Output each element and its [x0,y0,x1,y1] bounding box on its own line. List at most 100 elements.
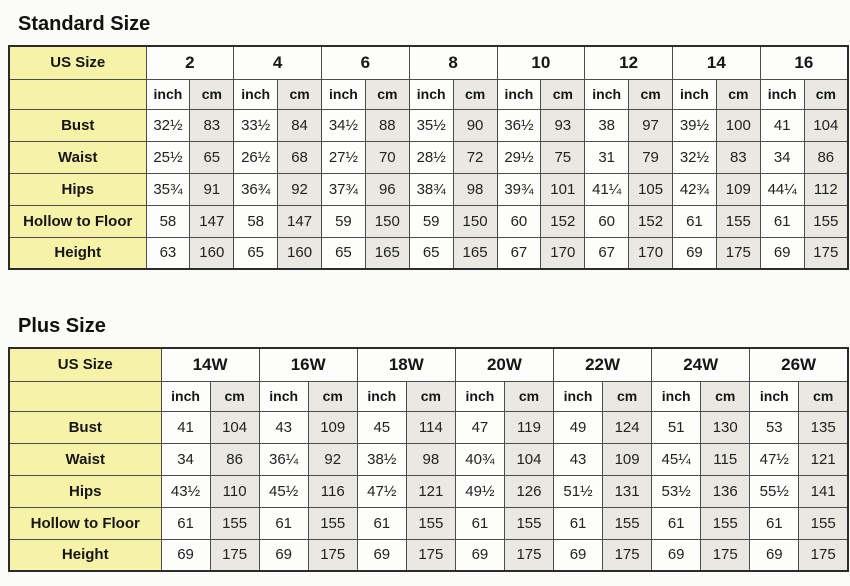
value-cell-inch: 51 [651,410,702,444]
value-cell-cm: 115 [700,442,751,476]
value-cell-cm: 152 [540,204,586,238]
value-cell-inch: 69 [759,236,805,270]
unit-header-inch: inch [584,78,630,110]
value-cell-inch: 36½ [496,108,542,142]
value-cell-inch: 53½ [651,474,702,508]
value-cell-inch: 43½ [160,474,211,508]
value-cell-inch: 38¾ [408,172,454,206]
value-cell-inch: 61 [749,506,800,540]
value-cell-cm: 97 [628,108,673,142]
value-cell-inch: 69 [651,538,702,572]
value-cell-inch: 29½ [496,140,542,174]
unit-header-cm: cm [364,78,410,110]
size-header-cell: 16 [759,45,849,80]
size-header-cell: 16W [258,347,358,382]
value-cell-cm: 68 [277,140,322,174]
value-cell-cm: 130 [700,410,751,444]
value-cell-inch: 34½ [321,108,366,142]
unit-header-cm: cm [405,380,456,412]
unit-header-cm: cm [307,380,358,412]
measurement-label: Hollow to Floor [8,204,147,238]
unit-header-inch: inch [160,380,211,412]
value-cell-inch: 61 [759,204,805,238]
measurement-label: Hollow to Floor [8,506,162,540]
size-header-cell: 24W [651,347,751,382]
unit-row-spacer [8,380,162,412]
value-cell-cm: 92 [307,442,358,476]
value-cell-inch: 58 [233,204,279,238]
value-cell-inch: 69 [552,538,604,572]
value-cell-cm: 155 [503,506,555,540]
value-cell-cm: 141 [798,474,849,508]
value-cell-cm: 86 [209,442,260,476]
value-cell-cm: 70 [364,140,410,174]
unit-header-cm: cm [715,78,761,110]
value-cell-cm: 83 [715,140,761,174]
value-cell-inch: 63 [145,236,191,270]
value-cell-cm: 112 [803,172,849,206]
measurement-label: Hips [8,474,162,508]
value-cell-cm: 93 [540,108,586,142]
value-cell-inch: 38 [584,108,630,142]
value-cell-inch: 39¾ [496,172,542,206]
value-cell-inch: 69 [160,538,211,572]
value-cell-inch: 43 [258,410,309,444]
value-cell-inch: 69 [356,538,407,572]
value-cell-inch: 32½ [672,140,717,174]
value-cell-cm: 175 [307,538,358,572]
value-cell-cm: 100 [715,108,761,142]
value-cell-inch: 26½ [233,140,279,174]
value-cell-inch: 35½ [408,108,454,142]
value-cell-cm: 91 [189,172,235,206]
value-cell-inch: 47 [454,410,505,444]
value-cell-cm: 124 [602,410,653,444]
value-cell-inch: 61 [651,506,702,540]
plus-size-table: US Size 14W 16W 18W 20W 22W 24W 26W inch cm inch cm… [8,347,849,572]
value-cell-cm: 175 [405,538,456,572]
value-cell-inch: 47½ [749,442,800,476]
value-cell-inch: 65 [408,236,454,270]
unit-header-inch: inch [749,380,800,412]
value-cell-inch: 31 [584,140,630,174]
value-cell-inch: 60 [584,204,630,238]
value-cell-cm: 150 [452,204,498,238]
value-cell-cm: 79 [628,140,673,174]
size-table: US Size 14W 16W 18W 20W 22W 24W 26W inch cm inch cm… [8,347,849,572]
value-cell-inch: 49½ [454,474,505,508]
value-cell-inch: 65 [233,236,279,270]
value-cell-inch: 67 [496,236,542,270]
measurement-label: Waist [8,140,147,174]
value-cell-inch: 41 [160,410,211,444]
unit-header-cm: cm [798,380,849,412]
value-cell-inch: 61 [552,506,604,540]
value-cell-inch: 59 [408,204,454,238]
unit-header-cm: cm [700,380,751,412]
value-cell-inch: 28½ [408,140,454,174]
value-cell-cm: 96 [364,172,410,206]
unit-header-inch: inch [408,78,454,110]
unit-header-cm: cm [803,78,849,110]
value-cell-cm: 147 [189,204,235,238]
value-cell-cm: 121 [798,442,849,476]
size-header-cell: 10 [496,45,586,80]
value-cell-cm: 175 [798,538,849,572]
value-cell-inch: 61 [672,204,717,238]
value-cell-cm: 175 [602,538,653,572]
value-cell-cm: 136 [700,474,751,508]
value-cell-cm: 121 [405,474,456,508]
value-cell-inch: 27½ [321,140,366,174]
standard-size-table: US Size 2 4 6 8 10 12 14 16 inch cm inch cm inch cm inc… [8,45,849,270]
value-cell-inch: 44¼ [759,172,805,206]
value-cell-inch: 43 [552,442,604,476]
size-header-cell: 14 [672,45,761,80]
value-cell-cm: 152 [628,204,673,238]
size-header-cell: 22W [552,347,653,382]
value-cell-inch: 47½ [356,474,407,508]
value-cell-inch: 61 [356,506,407,540]
value-cell-inch: 69 [454,538,505,572]
value-cell-inch: 45¼ [651,442,702,476]
size-header-cell: 12 [584,45,673,80]
value-cell-inch: 61 [160,506,211,540]
corner-header: US Size [8,45,147,80]
value-cell-cm: 175 [715,236,761,270]
